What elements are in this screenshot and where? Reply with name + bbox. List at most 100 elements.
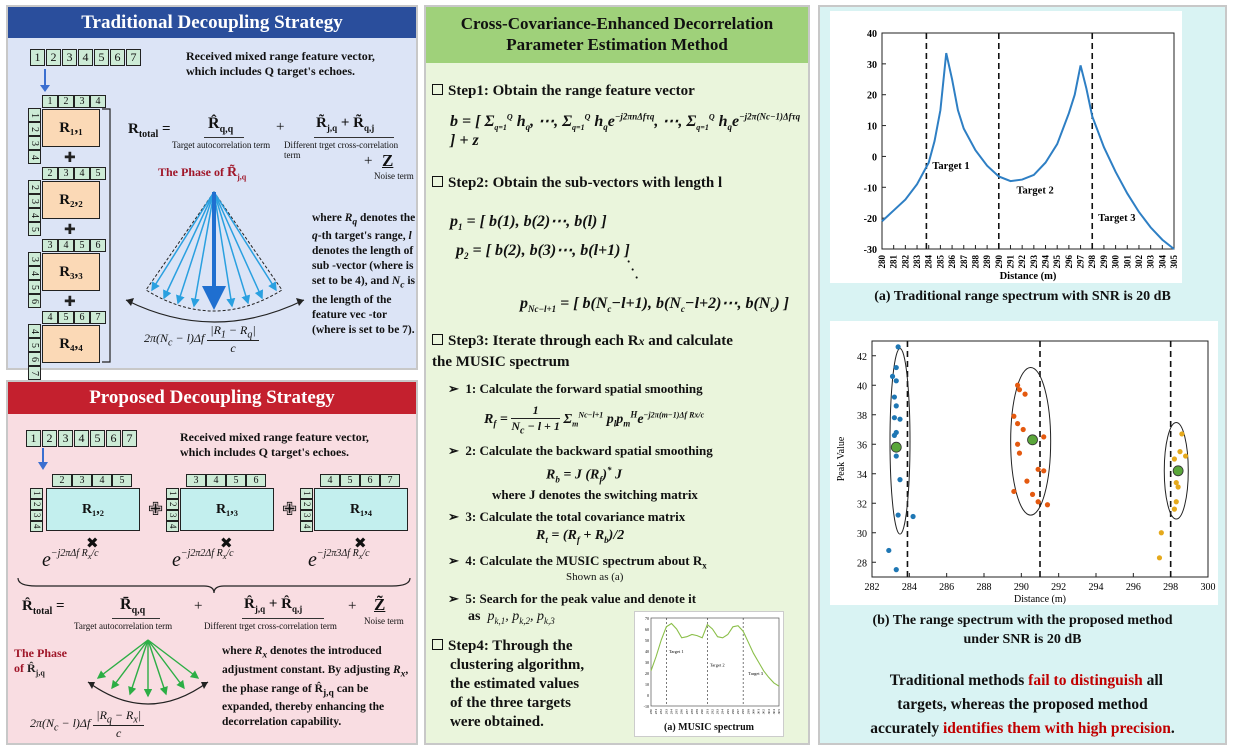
autocorr-symbol: R̂ xyxy=(208,115,220,132)
crosscorr-brace xyxy=(314,137,394,138)
vector-cell: 5 xyxy=(94,49,109,66)
peak-point xyxy=(1171,506,1177,512)
substep-1-text: 1: Calculate the forward spatial smoothi… xyxy=(465,381,703,396)
multiply-icon: ✖ xyxy=(220,536,233,552)
crosscorr-caption: Different trget cross-correlation term xyxy=(204,621,337,631)
peak-point xyxy=(893,364,899,371)
peak-point xyxy=(1041,434,1047,440)
substep-1: ➢ 1: Calculate the forward spatial smoot… xyxy=(448,381,703,396)
x-tick-label: 303 xyxy=(1146,255,1156,269)
substep-3: ➢ 3: Calculate the total covariance matr… xyxy=(448,509,686,524)
x-tick-label: 305 xyxy=(1169,255,1179,269)
target-annotation: Target 3 xyxy=(1098,213,1135,224)
x-tick-label: 294 xyxy=(1041,255,1051,269)
matrix-row: 1 xyxy=(166,488,179,499)
y-tick-label: 0 xyxy=(647,693,649,698)
phase-label-line1: The Phase xyxy=(14,646,68,660)
matrix-col: 5 xyxy=(226,474,246,487)
matrix-r14: R₁,₄ xyxy=(314,488,408,531)
target-annotation: Target 1 xyxy=(932,161,969,172)
peak-point xyxy=(891,415,897,421)
down-arrow-icon xyxy=(40,69,50,92)
vector-caption: Received mixed range feature vector, whi… xyxy=(180,430,369,459)
peak-point xyxy=(1015,441,1021,447)
substep-4-note: Shown as (a) xyxy=(566,571,624,583)
step1-heading: Step1: Obtain the range feature vector xyxy=(432,83,695,100)
rtotal-label: R̂total = xyxy=(22,598,65,617)
x-tick-label: 297 xyxy=(736,709,740,715)
peak-point xyxy=(893,567,899,573)
matrix-row: 4 xyxy=(28,208,41,222)
x-axis-label: Distance (m) xyxy=(1014,594,1066,605)
matrix-col: 4 xyxy=(92,474,112,487)
peak-point xyxy=(1035,499,1041,505)
vector-cell: 4 xyxy=(78,49,93,66)
peak-point xyxy=(889,373,896,379)
autocorr-term: R̄q,q xyxy=(120,596,145,616)
peak-point xyxy=(1016,450,1023,456)
x-tick-label: 290 xyxy=(1014,582,1029,593)
matrix-row: 4 xyxy=(28,266,41,280)
caption-b-line1: (b) The range spectrum with the proposed… xyxy=(872,613,1173,628)
crosscorr-caption: Different trget cross-correlation term xyxy=(284,140,399,160)
target-annotation: Target 3 xyxy=(748,671,763,676)
matrix-row: 3 xyxy=(28,252,41,266)
crosscorr-plus: + xyxy=(337,115,354,131)
phase-fraction: |R1 − Rq| c xyxy=(207,323,259,356)
substep-5-as: as xyxy=(468,609,481,624)
matrix-row: 4 xyxy=(166,521,179,532)
x-tick-label: 287 xyxy=(685,709,689,715)
exp-text: −j2π2Δf xyxy=(180,548,215,559)
ellipsis-dots: ⋅ ⋅ ⋅ xyxy=(626,254,640,287)
y-tick-label: 40 xyxy=(857,381,867,392)
x-tick-label: 290 xyxy=(994,255,1004,269)
autocorr-term: R̂q,q xyxy=(208,115,233,135)
autocorr-sub: q,q xyxy=(131,605,146,617)
method-title: Cross-Covariance-Enhanced Decorrelation … xyxy=(426,7,808,63)
noise-term: Z̃ xyxy=(374,595,386,614)
rtotal-sub: total xyxy=(138,129,159,140)
cluster-ellipse xyxy=(1010,366,1052,516)
x-tick-label: 280 xyxy=(877,255,887,269)
substep-2: ➢ 2: Calculate the backward spatial smoo… xyxy=(448,443,713,458)
vector-cell: 7 xyxy=(126,49,141,66)
caption-b: (b) The range spectrum with the proposed… xyxy=(820,611,1225,649)
subvector-p2: p2 = [ b(2), b(3)⋯, b(l+1) ] xyxy=(456,242,630,262)
matrix-row: 5 xyxy=(28,222,41,236)
peak-point xyxy=(893,403,899,409)
checkbox-icon xyxy=(432,176,443,187)
matrix-r13: R₁,₃ xyxy=(180,488,274,531)
caption-a: (a) Traditional range spectrum with SNR … xyxy=(874,289,1171,304)
x-tick-label: 301 xyxy=(757,709,761,715)
y-tick-label: 42 xyxy=(857,352,867,363)
step4-heading: Step4: Through the clustering algorithm,… xyxy=(432,637,584,732)
x-tick-label: 289 xyxy=(695,709,699,715)
x-tick-label: 295 xyxy=(1052,255,1062,269)
y-tick-label: 38 xyxy=(857,411,867,422)
x-tick-label: 300 xyxy=(1111,255,1121,269)
autocorr-brace xyxy=(112,618,160,619)
traditional-title: Traditional Decoupling Strategy xyxy=(8,7,416,38)
x-tick-label: 286 xyxy=(947,255,957,269)
method-title-line1: Cross-Covariance-Enhanced Decorrelation xyxy=(460,14,774,33)
matrix-row: 2 xyxy=(28,122,41,136)
checkbox-icon xyxy=(432,639,443,650)
y-tick-label: 34 xyxy=(857,470,867,481)
cross-icon: ✚ xyxy=(64,151,76,166)
crosscorr-plus: + xyxy=(265,596,282,612)
crosscorr-sub-b: q,j xyxy=(292,604,303,614)
conclusion-text: Traditional methods xyxy=(889,672,1029,689)
x-tick-label: 283 xyxy=(664,709,668,715)
x-tick-label: 283 xyxy=(912,255,922,269)
x-axis-label: Distance (m) xyxy=(1000,271,1057,282)
rtotal-sub: total xyxy=(32,606,53,617)
autocorr-caption: Target autocorrelation term xyxy=(74,621,173,631)
matrix-row: 2 xyxy=(30,499,43,510)
x-tick-label: 293 xyxy=(716,709,720,715)
traditional-description: where Rq denotes the q-th target's range… xyxy=(312,212,416,336)
peak-point xyxy=(897,477,903,483)
proposed-title: Proposed Decoupling Strategy xyxy=(8,382,416,414)
autocorr-caption: Target autocorrelation term xyxy=(172,140,271,150)
feature-vector: 1 2 3 4 5 6 7 xyxy=(30,49,142,66)
